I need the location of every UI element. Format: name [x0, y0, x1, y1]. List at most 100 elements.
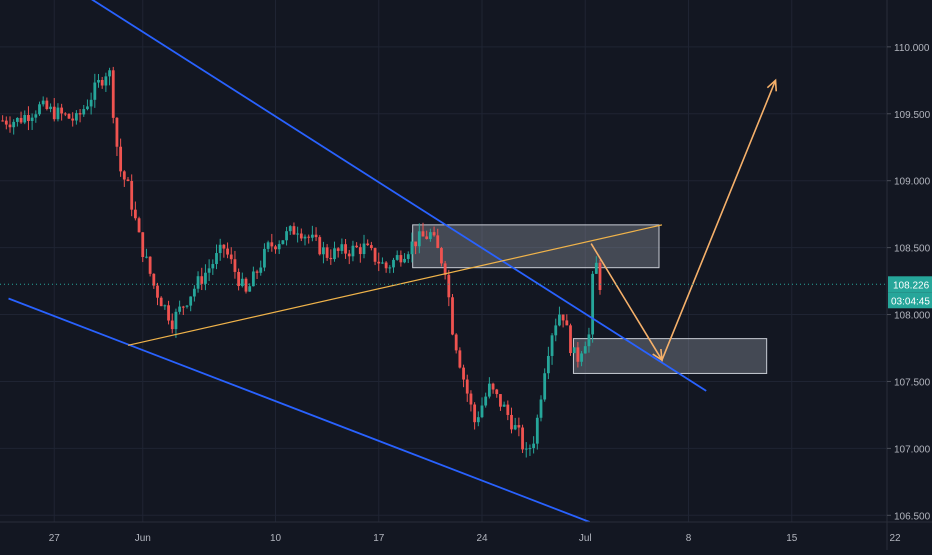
candle-body — [576, 347, 580, 362]
candle-body — [506, 404, 510, 415]
candle-body — [82, 109, 86, 115]
candle-body — [458, 350, 462, 368]
candle-body — [159, 297, 163, 307]
candle-body — [528, 448, 532, 450]
candle-body — [395, 255, 399, 260]
current-price-label: 108.226 — [893, 280, 930, 291]
projection-path[interactable] — [590, 80, 777, 362]
candle-body — [366, 243, 370, 246]
candle-body — [259, 267, 263, 273]
candle-body — [303, 236, 307, 239]
candle-body — [56, 107, 60, 120]
rising-trendline[interactable] — [127, 224, 663, 346]
candle-body — [86, 106, 89, 110]
candle-body — [178, 306, 182, 312]
price-tick-label: 106.500 — [894, 511, 931, 522]
candle-body — [598, 262, 602, 290]
candle-body — [288, 226, 292, 232]
candle-body — [281, 240, 285, 245]
candle-body — [63, 113, 67, 115]
candle-body — [473, 404, 477, 423]
projection-arrowhead-down — [652, 349, 663, 362]
candle-body — [403, 258, 406, 263]
channel-lower-line[interactable] — [8, 297, 590, 523]
candle-body — [410, 241, 414, 255]
candle-body — [510, 414, 513, 430]
candle-body — [71, 118, 75, 121]
candle-body — [8, 124, 12, 128]
candle-body — [587, 334, 591, 347]
candle-body — [414, 241, 418, 247]
candle-body — [325, 247, 329, 258]
channel-upper-line[interactable] — [40, 0, 707, 392]
candle-body — [237, 271, 241, 287]
candle-body — [167, 305, 170, 321]
candle-body — [310, 234, 314, 238]
candle-body — [513, 425, 517, 430]
candle-body — [226, 248, 229, 255]
candle-body — [583, 346, 587, 354]
candle-body — [41, 100, 45, 105]
candle-body — [170, 320, 174, 330]
time-tick-label: 8 — [686, 533, 692, 544]
price-tick-label: 107.000 — [894, 444, 931, 455]
candle-body — [38, 104, 41, 115]
price-tick-label: 108.500 — [894, 244, 931, 255]
candle-body — [406, 254, 410, 259]
price-tick-label: 109.000 — [894, 177, 931, 188]
candle-body — [30, 117, 34, 121]
candle-body — [67, 113, 71, 119]
candle-body — [355, 245, 359, 248]
current-price-badge — [888, 276, 932, 293]
candle-body — [1, 120, 5, 122]
candle-body — [314, 234, 318, 238]
candle-body — [111, 70, 115, 118]
candle-body — [229, 254, 233, 260]
candle-body — [307, 236, 311, 238]
candle-body — [141, 232, 145, 258]
drawing-layer — [0, 0, 887, 523]
candle-body — [23, 115, 27, 123]
candle-body — [417, 231, 421, 247]
price-tick-label: 109.500 — [894, 110, 931, 121]
candle-body — [137, 218, 141, 233]
candle-body — [451, 297, 454, 335]
candle-body — [322, 247, 325, 255]
candle-body — [211, 264, 215, 269]
candle-body — [119, 146, 123, 172]
candle-body — [251, 271, 255, 287]
supply-zone[interactable] — [412, 224, 660, 269]
candle-body — [358, 247, 362, 255]
candle-body — [558, 314, 561, 326]
candle-body — [499, 394, 502, 407]
candle-body — [524, 448, 528, 450]
countdown-badge — [888, 292, 932, 309]
candle-body — [384, 262, 388, 269]
candle-body — [347, 253, 351, 257]
candle-body — [580, 353, 583, 362]
candle-body — [115, 117, 119, 147]
candle-body — [277, 244, 281, 250]
candle-body — [185, 305, 189, 307]
candle-body — [78, 113, 82, 115]
candle-body — [45, 100, 49, 109]
candle-body — [432, 232, 436, 236]
time-tick-label: 27 — [49, 533, 61, 544]
price-tick-label: 110.000 — [894, 43, 930, 54]
time-tick-label: 24 — [476, 533, 488, 544]
candle-body — [454, 334, 458, 351]
candle-body — [196, 276, 200, 289]
countdown-label: 03:04:45 — [891, 296, 930, 307]
candle-body — [543, 373, 547, 400]
candle-body — [27, 115, 30, 121]
candle-body — [222, 244, 226, 249]
candle-body — [476, 417, 480, 423]
candle-body — [428, 232, 432, 239]
candle-body — [296, 233, 300, 235]
candle-body — [255, 271, 259, 273]
candle-body — [263, 248, 266, 268]
candle-body — [233, 259, 237, 272]
